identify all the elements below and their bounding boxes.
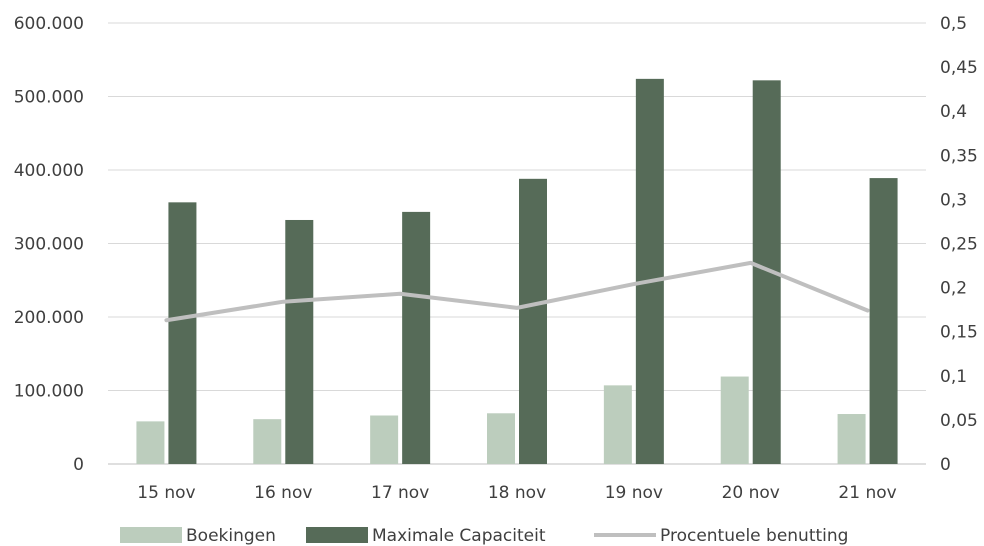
y2-tick-label: 0,35	[940, 146, 978, 166]
bar-maximale-capaciteit	[285, 219, 314, 464]
bar-boekingen	[603, 385, 632, 464]
y2-tick-label: 0,3	[940, 190, 967, 210]
y-tick-label: 100.000	[14, 382, 84, 402]
x-tick-label: 18 nov	[488, 483, 546, 503]
legend: Boekingen Maximale Capaciteit Procentuele …	[120, 526, 848, 546]
bar-maximale-capaciteit	[869, 178, 898, 464]
right-axis-ticks: 0 0,05 0,1 0,15 0,2 0,25 0,3 0,35 0,4 0,45 0,5	[940, 14, 978, 475]
legend-label: Procentuele benutting	[660, 526, 848, 546]
left-axis-ticks: 0 100.000 200.000 300.000 400.000 500.000 600.…	[14, 14, 84, 475]
y2-tick-label: 0,05	[940, 411, 978, 431]
y2-tick-label: 0,5	[940, 14, 967, 34]
x-tick-label: 17 nov	[371, 483, 429, 503]
x-tick-label: 15 nov	[137, 483, 195, 503]
bars	[136, 78, 898, 465]
bar-boekingen	[253, 419, 282, 464]
y2-tick-label: 0,2	[940, 279, 967, 299]
y-tick-label: 300.000	[14, 235, 84, 255]
bar-maximale-capaciteit	[402, 211, 431, 464]
y-tick-label: 200.000	[14, 308, 84, 328]
bar-boekingen	[370, 415, 399, 464]
x-tick-label: 21 nov	[838, 483, 896, 503]
y2-tick-label: 0,25	[940, 235, 978, 255]
bar-maximale-capaciteit	[168, 202, 197, 464]
y2-tick-label: 0,45	[940, 58, 978, 78]
x-tick-label: 16 nov	[254, 483, 312, 503]
bar-boekingen	[487, 413, 515, 464]
x-axis-ticks: 15 nov 16 nov 17 nov 18 nov 19 nov 20 nov 21 n…	[137, 483, 896, 503]
y2-tick-label: 0,4	[940, 102, 967, 122]
bar-boekingen	[837, 414, 866, 464]
y-tick-label: 400.000	[14, 161, 84, 181]
y2-tick-label: 0,1	[940, 367, 967, 387]
line-series	[164, 260, 870, 323]
legend-label: Maximale Capaciteit	[372, 526, 546, 546]
bar-boekingen	[136, 421, 165, 464]
legend-label: Boekingen	[186, 526, 276, 546]
y2-tick-label: 0	[940, 455, 951, 475]
utilization-line	[164, 260, 870, 323]
y-tick-label: 600.000	[14, 14, 84, 34]
legend-swatch	[306, 527, 368, 543]
y-tick-label: 500.000	[14, 88, 84, 108]
x-tick-label: 19 nov	[605, 483, 663, 503]
x-tick-label: 20 nov	[722, 483, 780, 503]
bar-maximale-capaciteit	[635, 78, 664, 465]
bar-boekingen	[720, 376, 749, 464]
legend-swatch	[120, 527, 182, 543]
gridlines	[108, 22, 926, 465]
y-tick-label: 0	[73, 455, 84, 475]
y2-tick-label: 0,15	[940, 323, 978, 343]
bar-maximale-capaciteit	[519, 178, 547, 464]
